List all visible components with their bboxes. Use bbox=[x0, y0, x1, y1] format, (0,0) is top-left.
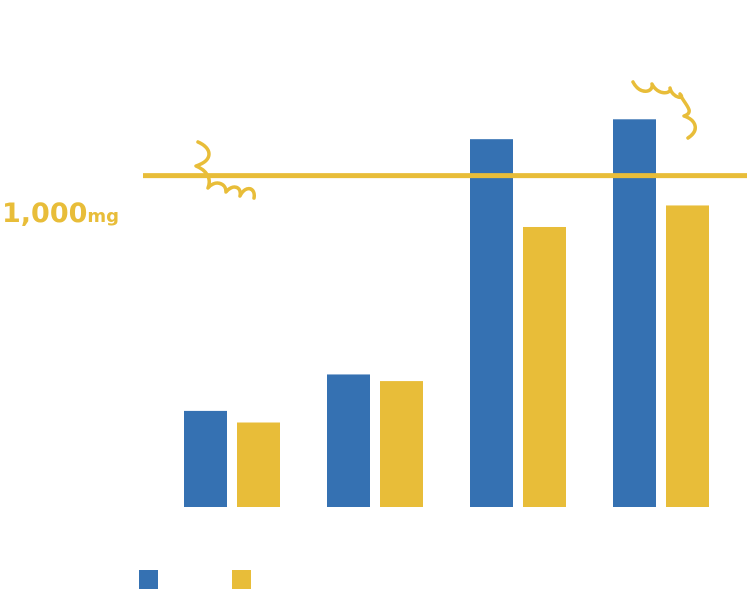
bars-group bbox=[184, 119, 709, 508]
bar-series-2-group-3 bbox=[523, 226, 566, 508]
bar-series-2-group-4 bbox=[666, 205, 709, 507]
reference-line-unit: mg bbox=[87, 206, 119, 227]
legend-swatch-series-1 bbox=[139, 570, 158, 589]
reference-line-value: 1,000 bbox=[2, 198, 87, 229]
bar-series-1-group-1 bbox=[184, 410, 227, 507]
squiggle-doodle-left bbox=[194, 140, 256, 200]
bar-series-1-group-3 bbox=[470, 139, 513, 508]
bar-series-2-group-2 bbox=[380, 381, 423, 507]
bar-series-1-group-2 bbox=[327, 374, 370, 507]
reference-line-label: 1,000mg bbox=[2, 198, 119, 229]
legend-swatch-series-2 bbox=[232, 570, 251, 589]
squiggle-doodle-right bbox=[631, 80, 697, 140]
bar-series-1-group-4 bbox=[613, 119, 656, 507]
bar-series-2-group-1 bbox=[237, 422, 280, 507]
